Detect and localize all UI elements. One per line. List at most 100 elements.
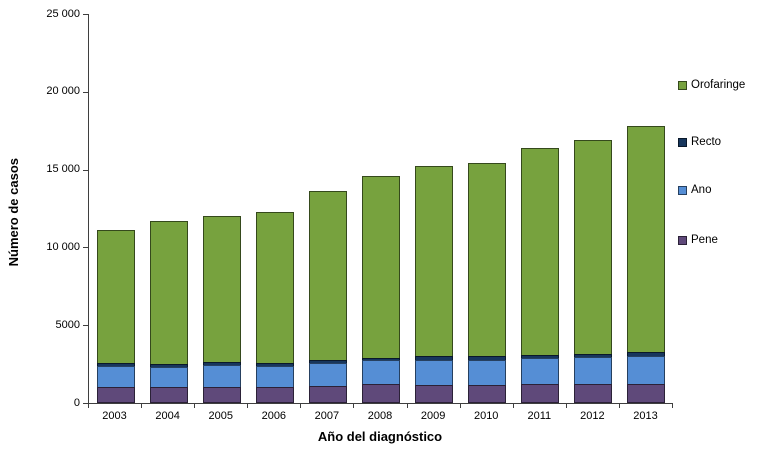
y-tick-label-20000: 20 000 — [46, 85, 80, 98]
segment-ano-2011 — [521, 358, 560, 386]
bar-2008 — [362, 175, 401, 403]
y-tick-label-5000: 5000 — [55, 318, 80, 331]
segment-ano-2007 — [308, 362, 347, 387]
legend-label-recto: Recto — [691, 136, 722, 148]
x-tick-mark — [300, 404, 302, 408]
bar-2007 — [308, 191, 347, 403]
x-tick-label-2006: 2006 — [261, 410, 287, 422]
bar-slot-2008 — [354, 14, 407, 403]
x-tick-label-2012: 2012 — [580, 410, 605, 422]
segment-orofaringe-2008 — [362, 175, 401, 359]
bars — [89, 14, 673, 403]
x-tick-mark — [512, 404, 514, 408]
x-tick-mark — [459, 404, 461, 408]
bar-slot-2012 — [567, 14, 620, 403]
legend-marker-ano — [678, 185, 687, 195]
bar-2009 — [415, 166, 454, 403]
segment-pene-2005 — [202, 387, 241, 403]
bar-slot-2009 — [408, 14, 461, 403]
y-tick-label-0: 0 — [73, 396, 80, 409]
x-tick-label-2003: 2003 — [102, 410, 127, 422]
x-tick-mark — [353, 404, 355, 408]
bar-slot-2005 — [195, 14, 248, 403]
segment-ano-2012 — [574, 357, 613, 386]
segment-pene-2006 — [255, 387, 294, 403]
segment-ano-2005 — [202, 365, 241, 389]
x-tick-label-2009: 2009 — [420, 410, 446, 422]
x-tick-mark — [565, 404, 567, 408]
y-tick-label-15000: 15 000 — [46, 163, 80, 176]
x-tick-mark — [618, 404, 620, 408]
x-tick-mark — [194, 404, 196, 408]
segment-pene-2007 — [308, 385, 347, 403]
x-tick-mark — [88, 404, 89, 408]
segment-orofaringe-2013 — [627, 125, 666, 354]
legend-item-pene: Pene — [678, 234, 718, 246]
legend-label-ano: Ano — [691, 184, 712, 196]
legend-marker-pene — [678, 235, 687, 245]
bar-slot-2010 — [461, 14, 514, 403]
segment-pene-2004 — [149, 387, 188, 403]
segment-ano-2013 — [627, 355, 666, 385]
bar-2005 — [202, 216, 241, 403]
legend-item-orofaringe: Orofaringe — [678, 79, 745, 91]
bar-slot-2003 — [89, 14, 142, 403]
x-tick-label-2008: 2008 — [367, 410, 393, 422]
bar-slot-2013 — [620, 14, 673, 403]
bar-slot-2007 — [301, 14, 354, 403]
bar-2003 — [96, 230, 135, 403]
segment-ano-2009 — [415, 359, 454, 387]
bar-2006 — [255, 211, 294, 403]
y-axis-title: Número de casos — [6, 158, 21, 267]
plot-area — [88, 14, 673, 404]
x-tick-label-2004: 2004 — [155, 410, 180, 422]
segment-orofaringe-2007 — [308, 191, 347, 361]
bar-slot-2011 — [514, 14, 567, 403]
legend-marker-recto — [678, 137, 687, 147]
bar-slot-2006 — [248, 14, 301, 403]
bar-2012 — [574, 139, 613, 403]
segment-orofaringe-2006 — [255, 211, 294, 365]
segment-pene-2010 — [468, 385, 507, 403]
segment-orofaringe-2011 — [521, 147, 560, 356]
legend-item-recto: Recto — [678, 136, 721, 148]
x-tick-label-2010: 2010 — [473, 410, 499, 422]
x-tick-labels: 2003 2004 2005 2006 2007 2008 2009 2010 2011 2012… — [88, 410, 672, 422]
segment-pene-2011 — [521, 384, 560, 403]
bar-2004 — [149, 220, 188, 403]
segment-orofaringe-2003 — [96, 230, 135, 365]
bar-2013 — [627, 125, 666, 403]
bar-2011 — [521, 147, 560, 403]
segment-ano-2010 — [468, 359, 507, 387]
x-tick-label-2007: 2007 — [314, 410, 340, 422]
segment-pene-2013 — [627, 383, 666, 403]
segment-ano-2008 — [362, 360, 401, 386]
segment-orofaringe-2005 — [202, 216, 241, 364]
segment-orofaringe-2004 — [149, 220, 188, 365]
segment-ano-2003 — [96, 365, 135, 389]
x-tick-label-2013: 2013 — [633, 410, 658, 422]
segment-pene-2009 — [415, 385, 454, 403]
x-tick-mark — [672, 404, 673, 408]
segment-orofaringe-2012 — [574, 139, 613, 355]
bar-2010 — [468, 163, 507, 403]
x-axis-title: Año del diagnóstico — [317, 429, 443, 444]
legend-label-orofaringe: Orofaringe — [691, 79, 746, 91]
segment-orofaringe-2009 — [415, 166, 454, 358]
legend-marker-orofaringe — [678, 80, 687, 90]
x-tick-mark — [247, 404, 249, 408]
legend-label-pene: Pene — [691, 234, 718, 246]
segment-pene-2003 — [96, 387, 135, 403]
legend-item-ano: Ano — [678, 184, 711, 196]
bar-slot-2004 — [142, 14, 195, 403]
y-tick-label-10000: 10 000 — [46, 240, 80, 253]
segment-ano-2006 — [255, 365, 294, 389]
x-tick-mark — [141, 404, 143, 408]
x-tick-mark — [406, 404, 408, 408]
segment-pene-2012 — [574, 384, 613, 403]
segment-pene-2008 — [362, 384, 401, 403]
y-tick-label-25000: 25 000 — [46, 7, 80, 20]
segment-orofaringe-2010 — [468, 163, 507, 358]
x-tick-label-2011: 2011 — [527, 410, 552, 422]
